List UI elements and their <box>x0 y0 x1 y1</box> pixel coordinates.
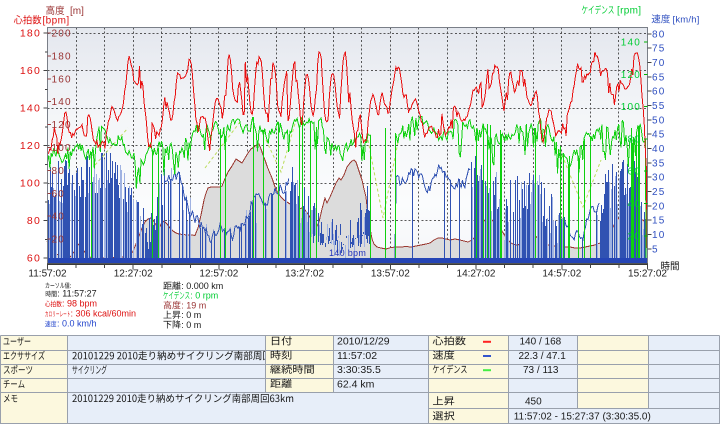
svg-text:75: 75 <box>652 44 666 55</box>
svg-text:3:30:35.5: 3:30:35.5 <box>337 364 381 376</box>
svg-text:140: 140 <box>20 103 41 115</box>
svg-text:[rpm]: [rpm] <box>617 6 641 17</box>
svg-text:14:57:02: 14:57:02 <box>542 269 581 280</box>
svg-text:35: 35 <box>652 158 666 169</box>
svg-text:50: 50 <box>652 115 666 126</box>
svg-text:40: 40 <box>652 144 666 155</box>
svg-text:[m]: [m] <box>70 6 84 17</box>
svg-text:120: 120 <box>20 140 41 152</box>
svg-text:15: 15 <box>652 216 666 227</box>
svg-text:12:57:02: 12:57:02 <box>199 269 238 280</box>
svg-text:13:57:02: 13:57:02 <box>371 269 410 280</box>
svg-text:140: 140 <box>52 97 72 108</box>
svg-text:80: 80 <box>652 29 666 40</box>
svg-text:40: 40 <box>627 199 641 210</box>
svg-text:60: 60 <box>652 87 666 98</box>
svg-text:: 19 m: : 19 m <box>181 300 206 310</box>
svg-text:40: 40 <box>52 212 66 223</box>
svg-text:55: 55 <box>652 101 666 112</box>
svg-text:: 0 rpm: : 0 rpm <box>190 291 218 301</box>
svg-text:120: 120 <box>52 120 72 131</box>
svg-text:: 0.000 km: : 0.000 km <box>181 281 223 291</box>
svg-text:22.3 / 47.1: 22.3 / 47.1 <box>519 351 567 362</box>
svg-text:30: 30 <box>652 173 666 184</box>
svg-text:: 0.0 km/h: : 0.0 km/h <box>57 319 97 329</box>
svg-text:450: 450 <box>525 397 542 408</box>
svg-text:73 / 113: 73 / 113 <box>523 365 559 376</box>
svg-text:11:57:02: 11:57:02 <box>337 350 377 362</box>
svg-text:140: 140 <box>621 38 641 49</box>
svg-text:180: 180 <box>52 51 72 62</box>
svg-text:140 bpm: 140 bpm <box>329 248 366 258</box>
svg-text:100: 100 <box>621 102 641 113</box>
svg-text:120: 120 <box>621 70 641 81</box>
svg-text:: 98 bpm: : 98 bpm <box>62 299 97 309</box>
svg-text:62.4 km: 62.4 km <box>337 378 375 390</box>
svg-text:14:27:02: 14:27:02 <box>457 269 496 280</box>
svg-text:70: 70 <box>652 58 666 69</box>
svg-text:2010/12/29: 2010/12/29 <box>337 336 390 348</box>
svg-text:: 11:57:27: : 11:57:27 <box>57 289 96 299</box>
svg-text:25: 25 <box>652 187 666 198</box>
svg-text:80: 80 <box>52 166 66 177</box>
svg-text:: 0 m: : 0 m <box>181 310 201 320</box>
svg-text:80: 80 <box>27 215 41 227</box>
svg-text:15:27:02: 15:27:02 <box>628 269 667 280</box>
svg-text:: 0 m: : 0 m <box>181 320 201 330</box>
svg-text:100: 100 <box>52 143 72 154</box>
svg-text:160: 160 <box>52 74 72 85</box>
svg-text:20: 20 <box>627 231 641 242</box>
svg-text:60: 60 <box>27 253 41 265</box>
svg-text:5: 5 <box>652 244 659 255</box>
svg-text:180: 180 <box>20 28 41 40</box>
svg-text:20: 20 <box>652 201 666 212</box>
svg-text:45: 45 <box>652 130 666 141</box>
svg-text:200: 200 <box>52 29 72 40</box>
svg-text:60: 60 <box>627 167 641 178</box>
svg-text:60: 60 <box>52 189 66 200</box>
svg-text:20: 20 <box>52 235 66 246</box>
svg-text:80: 80 <box>627 134 641 145</box>
svg-text:10: 10 <box>652 230 666 241</box>
svg-text:13:27:02: 13:27:02 <box>285 269 324 280</box>
svg-text:100: 100 <box>20 178 41 190</box>
svg-text:[km/h]: [km/h] <box>673 15 700 26</box>
svg-text:[bpm]: [bpm] <box>43 16 70 27</box>
svg-text:160: 160 <box>20 65 41 77</box>
svg-text:: 306 kcal/60min: : 306 kcal/60min <box>71 309 137 319</box>
svg-text:65: 65 <box>652 72 666 83</box>
svg-text:12:27:02: 12:27:02 <box>114 269 153 280</box>
svg-text:11:57:02 - 15:27:37 (3:30:35.0: 11:57:02 - 15:27:37 (3:30:35.0) <box>514 412 651 423</box>
svg-text:140 / 168: 140 / 168 <box>520 337 562 348</box>
svg-text:11:57:02: 11:57:02 <box>28 269 67 280</box>
